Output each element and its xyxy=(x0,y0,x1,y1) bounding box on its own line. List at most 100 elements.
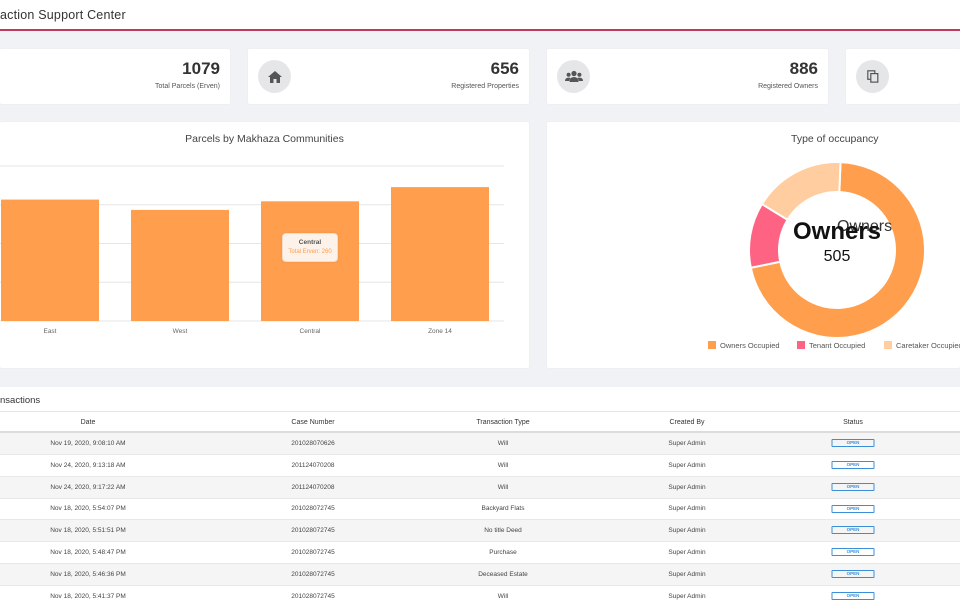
donut-chart-title: Type of occupancy xyxy=(791,133,879,145)
cell-transaction-type: Will xyxy=(497,461,509,469)
stat-value: 656 xyxy=(490,59,519,78)
cell-status: OPEN xyxy=(831,498,875,520)
users-icon xyxy=(557,60,590,93)
cell-status: OPEN xyxy=(831,542,875,564)
cell-status: OPEN xyxy=(831,586,875,604)
legend-swatch xyxy=(708,341,716,349)
cell-status: OPEN xyxy=(831,433,875,455)
stat-card-fourth xyxy=(846,49,960,104)
status-badge: OPEN xyxy=(831,591,875,600)
bar-chart-title: Parcels by Makhaza Communities xyxy=(185,133,344,145)
tooltip-title: Central xyxy=(298,239,322,246)
stat-label: Registered Properties xyxy=(451,83,519,90)
cell-created-by: Super Admin xyxy=(668,549,706,556)
cell-created-by: Super Admin xyxy=(668,592,706,600)
cell-date: Nov 24, 2020, 9:13:18 AM xyxy=(50,461,126,469)
x-tick-label: Central xyxy=(300,328,322,335)
table-row[interactable]: Nov 24, 2020, 9:17:22 AM 201124070208 Will… xyxy=(0,476,960,499)
cell-date: Nov 18, 2020, 5:51:51 PM xyxy=(50,527,126,535)
status-badge: OPEN xyxy=(831,548,875,557)
chart-tooltip: Central Total Erven: 260 xyxy=(282,233,338,262)
donut-center-value: 505 xyxy=(737,248,937,266)
column-header-transaction-type[interactable]: Transaction Type xyxy=(476,419,530,426)
bar-chart: East West Central Zone 14 xyxy=(0,165,504,335)
donut-center-value-text: 505 xyxy=(823,248,851,265)
column-header-status[interactable]: Status xyxy=(843,419,863,426)
table-row[interactable]: Nov 18, 2020, 5:48:47 PM 201028072745 Purc… xyxy=(0,542,960,564)
cell-status: OPEN xyxy=(831,520,875,542)
table-row[interactable]: Nov 18, 2020, 5:41:37 PM 201028072745 Will… xyxy=(0,586,960,604)
home-icon xyxy=(258,60,291,93)
bar-west[interactable] xyxy=(131,209,229,321)
table-row[interactable]: Nov 18, 2020, 5:54:07 PM 201028072745 Back… xyxy=(0,498,960,521)
cell-case-number: 201028072745 xyxy=(291,570,335,578)
column-header-case-number[interactable]: Case Number xyxy=(291,419,335,426)
donut-center-title: Owners xyxy=(737,218,937,246)
legend-caretaker-occupied[interactable]: Caretaker Occupied xyxy=(884,341,960,350)
cell-date: Nov 18, 2020, 5:46:36 PM xyxy=(50,570,126,578)
slice-caretaker-occupied[interactable] xyxy=(760,161,842,222)
cell-created-by: Super Admin xyxy=(668,527,706,535)
donut-chart-panel: Type of occupancy Owners Owners 505 xyxy=(547,122,960,368)
status-badge: OPEN xyxy=(831,570,875,579)
cell-created-by: Super Admin xyxy=(668,570,706,578)
legend-swatch xyxy=(884,341,892,349)
stat-value: 1079 xyxy=(182,59,220,78)
cell-transaction-type: No title Deed xyxy=(484,527,522,535)
transactions-title: nsactions xyxy=(0,395,41,406)
bar-east[interactable] xyxy=(1,199,99,321)
cell-date: Nov 18, 2020, 5:41:37 PM xyxy=(50,592,126,600)
column-header-created-by[interactable]: Created By xyxy=(669,419,705,426)
copy-icon xyxy=(856,60,889,93)
bar-zone-14[interactable] xyxy=(391,187,489,321)
cell-status: OPEN xyxy=(831,477,875,499)
stat-card-properties: 656 Registered Properties xyxy=(248,49,529,104)
table-row[interactable]: Nov 24, 2020, 9:13:18 AM 201124070208 Will… xyxy=(0,455,960,477)
cell-date: Nov 18, 2020, 5:48:47 PM xyxy=(50,549,126,556)
cell-date: Nov 24, 2020, 9:17:22 AM xyxy=(50,483,126,491)
legend-label: Caretaker Occupied xyxy=(896,341,960,350)
cell-case-number: 201124070208 xyxy=(291,461,335,469)
cell-created-by: Super Admin xyxy=(668,505,706,513)
cell-date: Nov 18, 2020, 5:54:07 PM xyxy=(50,505,126,513)
table-row[interactable]: Nov 18, 2020, 5:46:36 PM 201028072745 Dece… xyxy=(0,563,960,586)
cell-transaction-type: Will xyxy=(497,483,509,491)
legend-owners-occupied[interactable]: Owners Occupied xyxy=(708,341,780,350)
donut-center-title-text: Owners xyxy=(792,218,882,245)
donut-chart xyxy=(748,161,926,339)
page-title: action Support Center xyxy=(0,8,126,22)
legend-swatch xyxy=(797,341,805,349)
x-tick-label: Zone 14 xyxy=(428,328,452,335)
status-badge: OPEN xyxy=(831,482,875,491)
cell-transaction-type: Purchase xyxy=(489,549,517,556)
column-header-date[interactable]: Date xyxy=(80,419,96,426)
cell-transaction-type: Will xyxy=(497,592,509,600)
stat-value: 886 xyxy=(789,59,818,78)
cell-case-number: 201028072745 xyxy=(291,527,335,535)
status-badge: OPEN xyxy=(831,461,875,470)
cell-created-by: Super Admin xyxy=(668,483,706,491)
top-bar: action Support Center xyxy=(0,0,960,31)
cell-created-by: Super Admin xyxy=(668,440,706,447)
cell-transaction-type: Deceased Estate xyxy=(478,570,528,578)
table-row[interactable]: Nov 18, 2020, 5:51:51 PM 201028072745 No t… xyxy=(0,520,960,543)
cell-status: OPEN xyxy=(831,564,875,586)
cell-case-number: 201028072745 xyxy=(291,592,335,600)
cell-case-number: 201028072745 xyxy=(291,505,335,513)
slice-owners-occupied[interactable] xyxy=(749,161,926,339)
cell-date: Nov 19, 2020, 9:08:10 AM xyxy=(50,440,126,447)
cell-transaction-type: Will xyxy=(497,440,509,447)
status-badge: OPEN xyxy=(831,504,875,513)
bar-chart-panel: Parcels by Makhaza Communities East West C… xyxy=(0,122,529,368)
cell-created-by: Super Admin xyxy=(668,461,706,469)
table-header-row: Date Case Number Transaction Type Create… xyxy=(0,411,960,433)
cell-status: OPEN xyxy=(831,455,875,477)
x-tick-label: East xyxy=(43,328,56,335)
tooltip-text: Total Erven: 260 xyxy=(288,249,332,255)
table-row[interactable]: Nov 19, 2020, 9:08:10 AM 201028070626 Will… xyxy=(0,433,960,455)
cell-case-number: 201124070208 xyxy=(291,483,335,491)
cell-case-number: 201028070626 xyxy=(291,440,335,447)
status-badge: OPEN xyxy=(831,439,875,448)
legend-label: Tenant Occupied xyxy=(809,341,866,350)
legend-tenant-occupied[interactable]: Tenant Occupied xyxy=(797,341,865,350)
